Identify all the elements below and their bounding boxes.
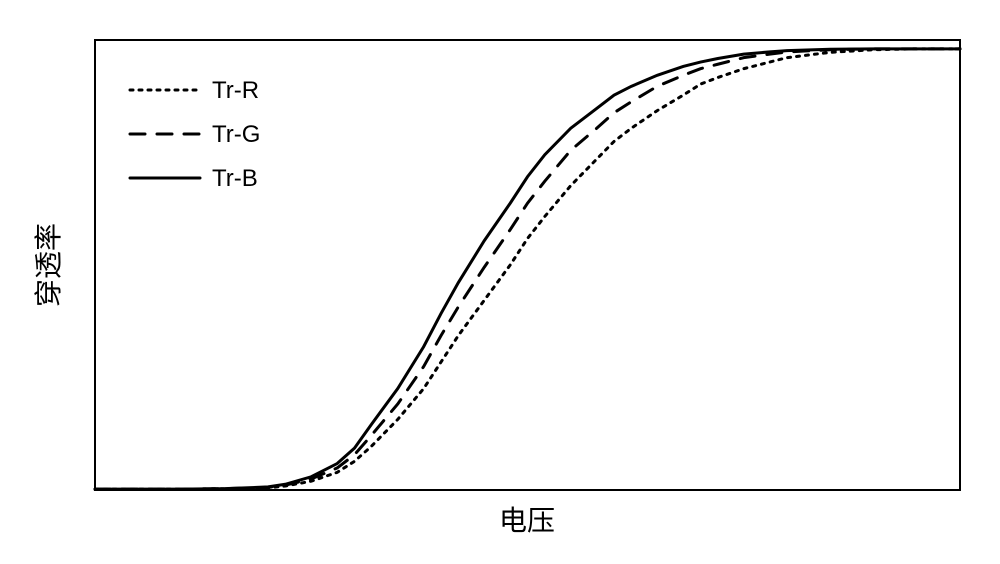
y-axis-label: 穿透率	[33, 223, 64, 307]
chart-svg: Tr-R Tr-G Tr-B 穿透率 电压	[20, 20, 980, 544]
plot-background	[20, 20, 980, 544]
legend-label-Tr-G: Tr-G	[212, 121, 260, 148]
legend-label-Tr-B: Tr-B	[212, 165, 258, 192]
x-axis-label: 电压	[499, 505, 555, 536]
transmittance-voltage-chart: Tr-R Tr-G Tr-B 穿透率 电压	[20, 20, 980, 544]
legend-label-Tr-R: Tr-R	[212, 77, 259, 104]
